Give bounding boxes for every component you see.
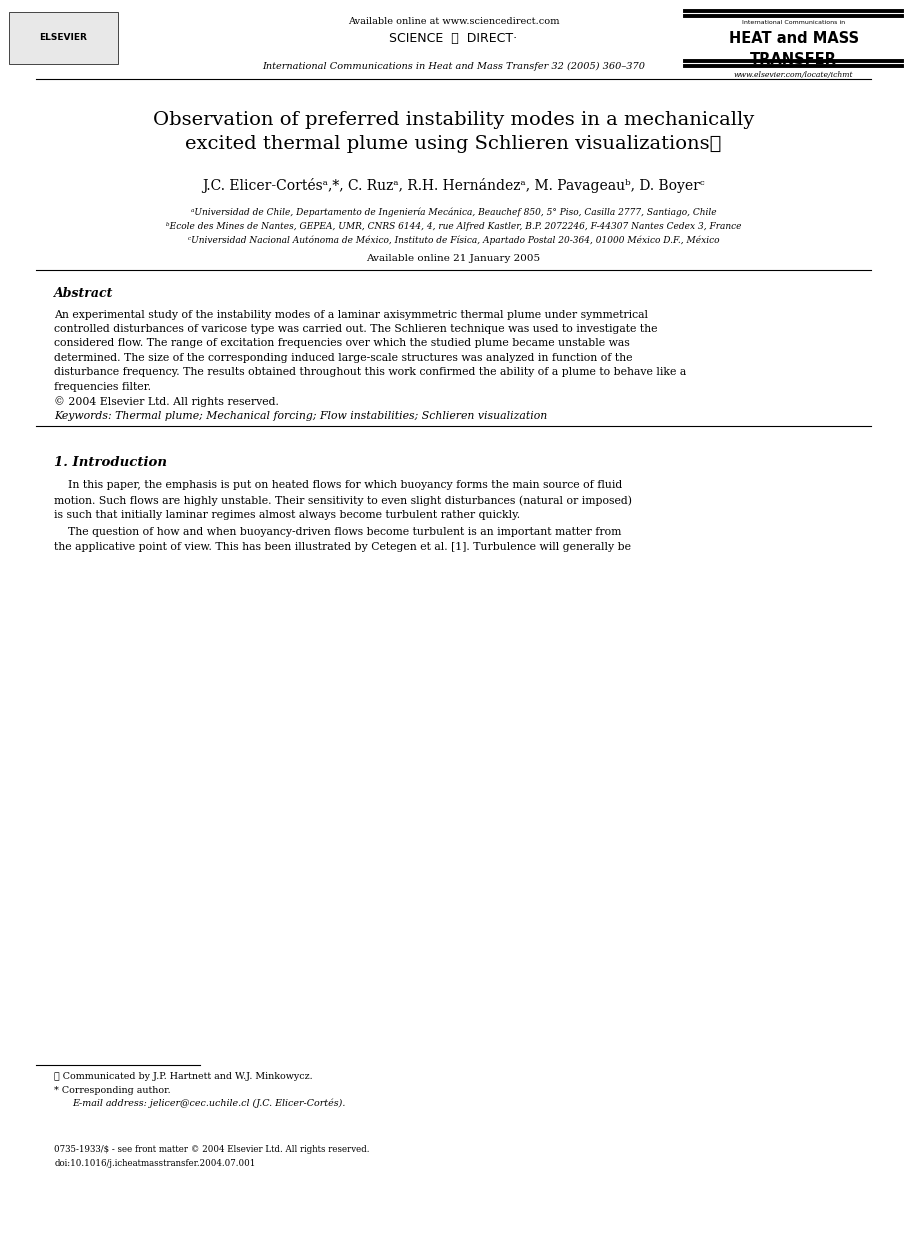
Text: International Communications in Heat and Mass Transfer 32 (2005) 360–370: International Communications in Heat and… [262,62,645,71]
Text: Available online 21 January 2005: Available online 21 January 2005 [366,254,541,262]
Text: E-mail address: jelicer@cec.uchile.cl (J.C. Elicer-Cortés).: E-mail address: jelicer@cec.uchile.cl (J… [73,1098,346,1108]
Text: Available online at www.sciencedirect.com: Available online at www.sciencedirect.co… [347,17,560,26]
Text: HEAT and MASS: HEAT and MASS [728,31,859,46]
Text: 0735-1933/$ - see front matter © 2004 Elsevier Ltd. All rights reserved.: 0735-1933/$ - see front matter © 2004 El… [54,1145,370,1154]
Text: An experimental study of the instability modes of a laminar axisymmetric thermal: An experimental study of the instability… [54,310,687,407]
Text: J.C. Elicer-Cortésᵃ,*, C. Ruzᵃ, R.H. Hernándezᵃ, M. Pavageauᵇ, D. Boyerᶜ: J.C. Elicer-Cortésᵃ,*, C. Ruzᵃ, R.H. Her… [202,178,705,193]
Text: ᶜUniversidad Nacional Autónoma de México, Instituto de Física, Apartado Postal 2: ᶜUniversidad Nacional Autónoma de México… [188,235,719,245]
Text: SCIENCE  ⓓ  DIRECT·: SCIENCE ⓓ DIRECT· [389,32,518,46]
Text: 1. Introduction: 1. Introduction [54,456,168,469]
Bar [9,12,118,64]
Text: ☆ Communicated by J.P. Hartnett and W.J. Minkowycz.: ☆ Communicated by J.P. Hartnett and W.J.… [54,1072,313,1081]
Text: ᵇEcole des Mines de Nantes, GEPEA, UMR, CNRS 6144, 4, rue Alfred Kastler, B.P. 2: ᵇEcole des Mines de Nantes, GEPEA, UMR, … [166,222,741,230]
Text: * Corresponding author.: * Corresponding author. [54,1086,171,1094]
Text: Abstract: Abstract [54,287,113,301]
Text: ELSEVIER: ELSEVIER [40,32,87,42]
Text: excited thermal plume using Schlieren visualizations☆: excited thermal plume using Schlieren vi… [185,135,722,154]
Text: Keywords: Thermal plume; Mechanical forcing; Flow instabilities; Schlieren visua: Keywords: Thermal plume; Mechanical forc… [54,411,548,421]
Text: ᵃUniversidad de Chile, Departamento de Ingeniería Mecánica, Beauchef 850, 5° Pis: ᵃUniversidad de Chile, Departamento de I… [190,208,717,218]
Text: In this paper, the emphasis is put on heated flows for which buoyancy forms the : In this paper, the emphasis is put on he… [54,480,632,520]
Text: The question of how and when buoyancy-driven flows become turbulent is an import: The question of how and when buoyancy-dr… [54,527,631,552]
Text: International Communications in: International Communications in [742,20,845,25]
Text: doi:10.1016/j.icheatmasstransfer.2004.07.001: doi:10.1016/j.icheatmasstransfer.2004.07… [54,1159,256,1167]
Text: www.elsevier.com/locate/ichmt: www.elsevier.com/locate/ichmt [734,71,853,78]
Text: TRANSFER: TRANSFER [750,52,837,67]
Text: Observation of preferred instability modes in a mechanically: Observation of preferred instability mod… [153,111,754,130]
